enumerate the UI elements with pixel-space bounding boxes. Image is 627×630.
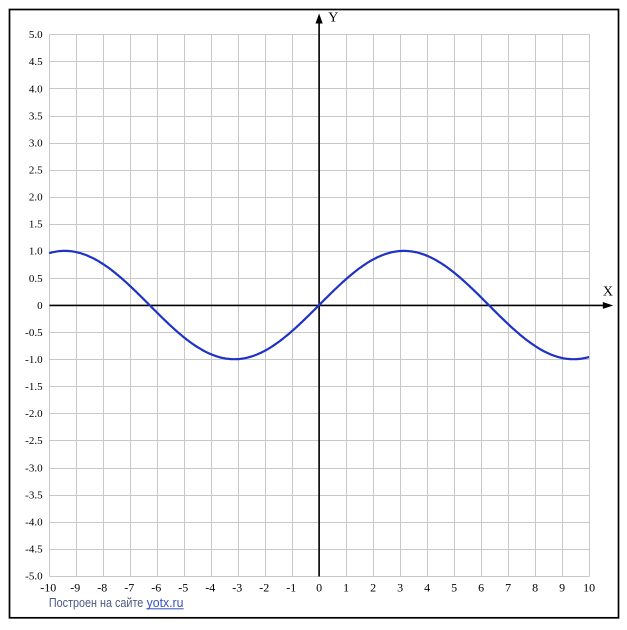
svg-text:4.5: 4.5	[29, 56, 43, 68]
svg-text:Построен на сайте: Построен на сайте	[49, 595, 143, 610]
svg-text:-3: -3	[232, 581, 242, 595]
svg-text:-4.5: -4.5	[25, 544, 43, 556]
svg-text:0: 0	[37, 300, 43, 312]
svg-text:-5: -5	[178, 581, 188, 595]
svg-text:1.5: 1.5	[29, 219, 43, 231]
svg-text:7: 7	[505, 581, 511, 595]
svg-text:-10: -10	[40, 581, 56, 595]
svg-text:-5.0: -5.0	[25, 571, 43, 583]
svg-text:-6: -6	[151, 581, 161, 595]
svg-text:3.0: 3.0	[29, 137, 43, 149]
svg-text:X: X	[603, 284, 613, 299]
svg-text:1: 1	[343, 581, 349, 595]
svg-text:5.0: 5.0	[29, 29, 43, 41]
svg-text:-4.0: -4.0	[25, 516, 43, 528]
svg-text:3: 3	[397, 581, 403, 595]
svg-text:0.5: 0.5	[29, 273, 43, 285]
svg-text:-1.0: -1.0	[25, 354, 43, 366]
svg-text:-4: -4	[205, 581, 215, 595]
svg-text:-2.0: -2.0	[25, 408, 43, 420]
svg-text:8: 8	[532, 581, 538, 595]
svg-text:-3.0: -3.0	[25, 462, 43, 474]
svg-text:yotx.ru: yotx.ru	[147, 596, 184, 610]
svg-text:10: 10	[583, 581, 595, 595]
svg-text:-8: -8	[97, 581, 107, 595]
svg-text:-0.5: -0.5	[25, 327, 43, 339]
svg-text:Y: Y	[328, 10, 338, 25]
svg-text:3.5: 3.5	[29, 110, 43, 122]
svg-text:-3.5: -3.5	[25, 489, 43, 501]
svg-text:2.5: 2.5	[29, 165, 43, 177]
svg-text:9: 9	[559, 581, 565, 595]
svg-text:-9: -9	[70, 581, 80, 595]
svg-text:2: 2	[370, 581, 376, 595]
svg-text:5: 5	[451, 581, 457, 595]
svg-text:4: 4	[424, 581, 430, 595]
svg-text:-1.5: -1.5	[25, 381, 43, 393]
svg-text:-7: -7	[124, 581, 134, 595]
svg-text:4.0: 4.0	[29, 83, 43, 95]
svg-text:2.0: 2.0	[29, 192, 43, 204]
svg-text:-2.5: -2.5	[25, 435, 43, 447]
svg-text:6: 6	[478, 581, 484, 595]
svg-text:-2: -2	[259, 581, 269, 595]
svg-text:1.0: 1.0	[29, 246, 43, 258]
svg-text:0: 0	[316, 581, 322, 595]
svg-text:-1: -1	[286, 581, 296, 595]
